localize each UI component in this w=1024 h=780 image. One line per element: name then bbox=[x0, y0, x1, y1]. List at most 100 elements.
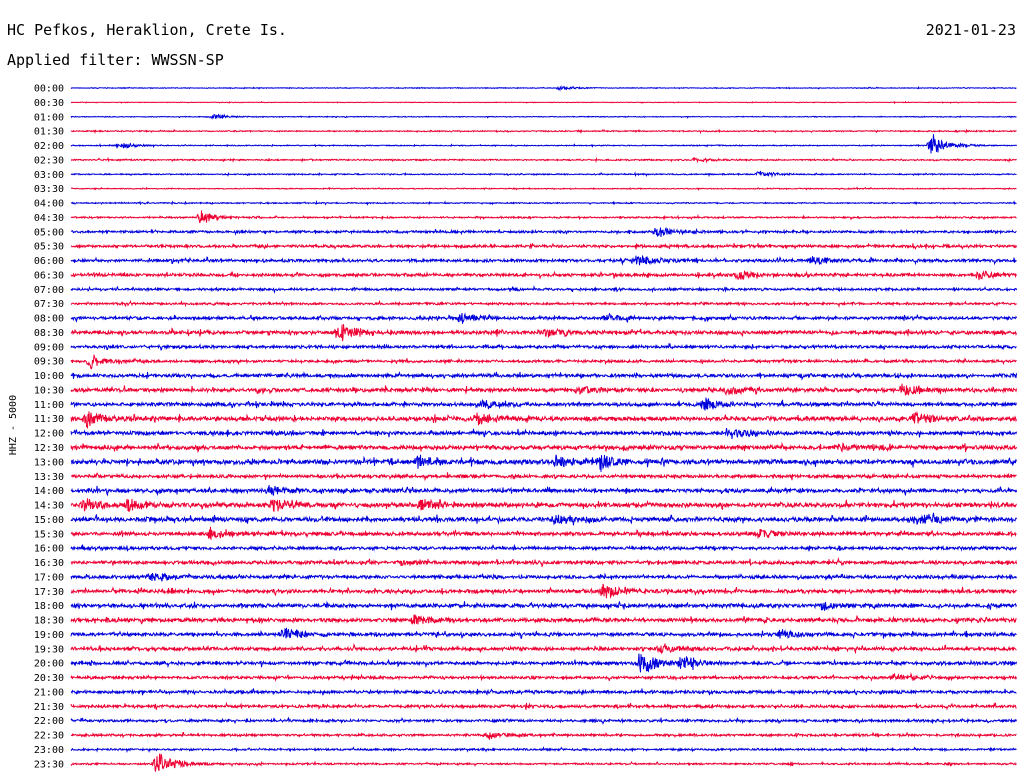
trace-line bbox=[70, 485, 1017, 497]
time-tick-label: 03:00 bbox=[34, 170, 64, 181]
time-tick-label: 20:30 bbox=[34, 673, 64, 684]
trace-line bbox=[70, 410, 1017, 429]
trace-line bbox=[70, 526, 1017, 540]
trace-line bbox=[70, 753, 1017, 772]
trace-line bbox=[70, 342, 1017, 351]
trace-line bbox=[70, 701, 1017, 711]
trace-line bbox=[70, 746, 1017, 754]
trace-line bbox=[70, 199, 1017, 206]
trace-line bbox=[70, 383, 1017, 396]
time-tick-label: 10:30 bbox=[34, 385, 64, 396]
trace-line bbox=[70, 285, 1017, 294]
time-tick-label: 13:30 bbox=[34, 472, 64, 483]
trace-line bbox=[70, 472, 1017, 482]
time-tick-label: 18:00 bbox=[34, 601, 64, 612]
time-tick-label: 04:30 bbox=[34, 213, 64, 224]
trace-line bbox=[70, 312, 1017, 324]
time-tick-label: 21:00 bbox=[34, 687, 64, 698]
time-tick-label: 19:30 bbox=[34, 644, 64, 655]
trace-line bbox=[70, 254, 1017, 266]
trace-line bbox=[70, 134, 1017, 154]
trace-line bbox=[70, 227, 1017, 238]
time-tick-label: 06:30 bbox=[34, 270, 64, 281]
trace-line bbox=[70, 614, 1017, 625]
trace-line bbox=[70, 653, 1017, 673]
time-tick-label: 12:30 bbox=[34, 443, 64, 454]
trace-line bbox=[70, 687, 1017, 696]
trace-line bbox=[70, 643, 1017, 655]
trace-line bbox=[70, 583, 1017, 599]
channel-label: HHZ - 5000 bbox=[8, 395, 19, 455]
trace-line bbox=[70, 299, 1017, 309]
trace-line bbox=[70, 498, 1017, 513]
trace-line bbox=[70, 170, 1017, 178]
trace-line bbox=[70, 354, 1017, 370]
trace-line bbox=[70, 210, 1017, 223]
time-tick-label: 10:00 bbox=[34, 371, 64, 382]
time-tick-label: 15:30 bbox=[34, 529, 64, 540]
trace-line bbox=[70, 543, 1017, 553]
trace-line bbox=[70, 600, 1017, 611]
time-tick-label: 22:30 bbox=[34, 731, 64, 742]
trace-line bbox=[70, 557, 1017, 568]
time-tick-label: 01:00 bbox=[34, 112, 64, 123]
trace-line bbox=[70, 512, 1017, 526]
trace-line bbox=[70, 270, 1017, 281]
time-tick-label: 06:00 bbox=[34, 256, 64, 267]
trace-line bbox=[70, 731, 1017, 740]
filter-label: Applied filter: WWSSN-SP bbox=[7, 51, 224, 69]
trace-line bbox=[70, 454, 1017, 472]
time-tick-label: 09:30 bbox=[34, 357, 64, 368]
time-tick-label: 14:30 bbox=[34, 501, 64, 512]
time-tick-label: 17:30 bbox=[34, 587, 64, 598]
time-tick-label: 14:00 bbox=[34, 486, 64, 497]
trace-line bbox=[70, 627, 1017, 640]
time-tick-label: 03:30 bbox=[34, 184, 64, 195]
trace-line bbox=[70, 672, 1017, 682]
time-tick-label: 05:30 bbox=[34, 242, 64, 253]
time-tick-label: 23:30 bbox=[34, 759, 64, 770]
time-tick-label: 08:30 bbox=[34, 328, 64, 339]
time-tick-label: 16:30 bbox=[34, 558, 64, 569]
time-tick-label: 00:30 bbox=[34, 98, 64, 109]
time-tick-label: 09:00 bbox=[34, 342, 64, 353]
time-tick-label: 22:00 bbox=[34, 716, 64, 727]
trace-line bbox=[70, 113, 1017, 120]
trace-line bbox=[70, 427, 1017, 439]
time-tick-label: 23:00 bbox=[34, 745, 64, 756]
time-tick-label: 07:30 bbox=[34, 299, 64, 310]
record-date: 2021-01-23 bbox=[925, 21, 1016, 39]
trace-line bbox=[70, 186, 1017, 191]
time-tick-label: 07:00 bbox=[34, 285, 64, 296]
time-tick-label: 00:00 bbox=[34, 84, 64, 95]
trace-group bbox=[70, 85, 1017, 772]
trace-line bbox=[70, 441, 1017, 454]
time-tick-label: 15:00 bbox=[34, 515, 64, 526]
time-tick-label: 21:30 bbox=[34, 702, 64, 713]
trace-line bbox=[70, 100, 1017, 105]
time-tick-label: 16:00 bbox=[34, 544, 64, 555]
time-tick-group: 00:00 00:30 01:00 01:30 02:00 02:30 03:00 03:30… bbox=[34, 84, 64, 771]
time-tick-label: 02:30 bbox=[34, 155, 64, 166]
time-tick-label: 02:00 bbox=[34, 141, 64, 152]
trace-line bbox=[70, 128, 1017, 135]
trace-line bbox=[70, 572, 1017, 582]
trace-line bbox=[70, 242, 1017, 251]
station-title: HC Pefkos, Heraklion, Crete Is. bbox=[7, 21, 287, 39]
trace-line bbox=[71, 156, 1017, 164]
time-tick-label: 18:30 bbox=[34, 616, 64, 627]
time-tick-label: 05:00 bbox=[34, 227, 64, 238]
time-tick-label: 08:00 bbox=[34, 314, 64, 325]
trace-line bbox=[70, 324, 1017, 342]
trace-line bbox=[70, 370, 1017, 381]
time-tick-label: 20:00 bbox=[34, 659, 64, 670]
time-tick-label: 13:00 bbox=[34, 457, 64, 468]
trace-line bbox=[70, 397, 1017, 411]
time-tick-label: 17:00 bbox=[34, 572, 64, 583]
time-tick-label: 11:00 bbox=[34, 400, 64, 411]
time-tick-label: 19:00 bbox=[34, 630, 64, 641]
time-tick-label: 04:00 bbox=[34, 199, 64, 210]
trace-line bbox=[70, 716, 1017, 725]
time-tick-label: 11:30 bbox=[34, 414, 64, 425]
